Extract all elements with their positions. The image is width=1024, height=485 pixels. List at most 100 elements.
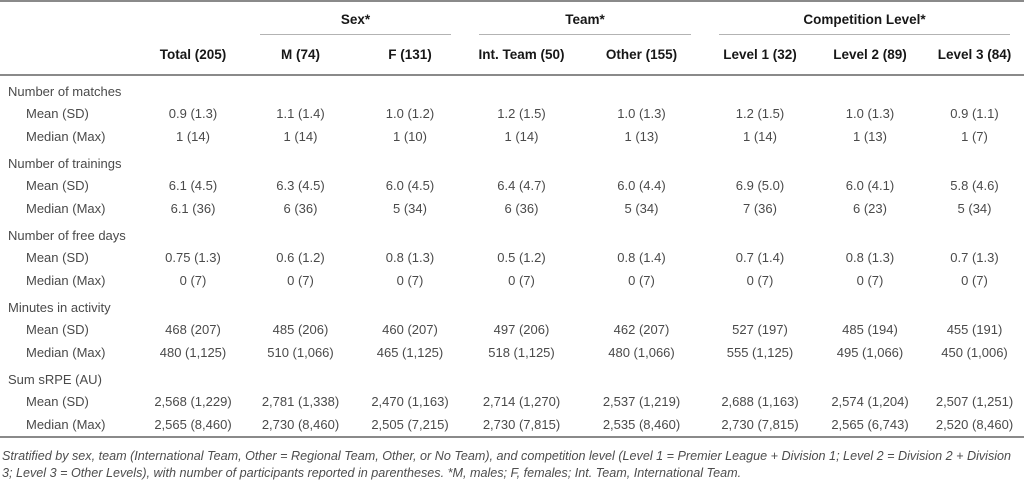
row-label: Mean (SD) xyxy=(26,106,89,121)
value-cell: 6.4 (4.7) xyxy=(497,178,546,193)
value-cell: 6 (23) xyxy=(853,201,887,216)
row-label: Mean (SD) xyxy=(26,394,89,409)
value-cell: 0.6 (1.2) xyxy=(276,250,325,265)
value-cell: 0.5 (1.2) xyxy=(497,250,546,265)
value-cell: 468 (207) xyxy=(165,322,221,337)
value-cell: 2,505 (7,215) xyxy=(371,417,449,432)
row-label: Median (Max) xyxy=(26,417,106,432)
row-label: Mean (SD) xyxy=(26,322,89,337)
value-cell: 7 (36) xyxy=(743,201,777,216)
value-cell: 6.9 (5.0) xyxy=(735,178,785,193)
group-header-spacer xyxy=(0,1,246,35)
table-row: Mean (SD) 0.9 (1.3) 1.1 (1.4) 1.0 (1.2) 1.2 … xyxy=(0,102,1024,125)
value-cell: 527 (197) xyxy=(732,322,788,337)
column-header-level-1: Level 1 (32) xyxy=(705,35,815,76)
value-cell: 1 (14) xyxy=(176,129,210,144)
value-cell: 2,730 (7,815) xyxy=(721,417,799,432)
value-cell: 480 (1,066) xyxy=(608,345,675,360)
section-row: Number of trainings xyxy=(0,148,1024,174)
value-cell: 5.8 (4.6) xyxy=(950,178,999,193)
value-cell: 6.1 (4.5) xyxy=(168,178,218,193)
value-cell: 1 (14) xyxy=(743,129,777,144)
value-cell: 518 (1,125) xyxy=(488,345,555,360)
section-label: Number of matches xyxy=(8,83,122,99)
value-cell: 5 (34) xyxy=(393,201,427,216)
row-label: Median (Max) xyxy=(26,345,106,360)
row-label: Median (Max) xyxy=(26,273,106,288)
value-cell: 0 (7) xyxy=(179,273,207,288)
section-label: Sum sRPE (AU) xyxy=(8,371,102,387)
value-cell: 1.0 (1.3) xyxy=(617,106,666,121)
table-row: Median (Max) 480 (1,125) 510 (1,066) 465 (1… xyxy=(0,341,1024,364)
column-header-spacer xyxy=(0,35,140,76)
value-cell: 0.7 (1.3) xyxy=(950,250,999,265)
value-cell: 2,520 (8,460) xyxy=(935,417,1014,432)
value-cell: 1 (10) xyxy=(393,129,427,144)
value-cell: 497 (206) xyxy=(493,322,550,337)
value-cell: 2,688 (1,163) xyxy=(721,394,799,409)
table-row: Mean (SD) 0.75 (1.3) 0.6 (1.2) 0.8 (1.3) 0.5… xyxy=(0,246,1024,269)
section-row: Number of matches xyxy=(0,75,1024,102)
value-cell: 0.8 (1.3) xyxy=(845,250,895,265)
group-header-competition-level-label: Competition Level* xyxy=(719,12,1011,35)
group-header-row: Sex* Team* Competition Level* xyxy=(0,1,1024,35)
value-cell: 0 (7) xyxy=(746,273,774,288)
row-label: Mean (SD) xyxy=(26,178,89,193)
section-row: Minutes in activity xyxy=(0,292,1024,318)
table-body: Number of matches Mean (SD) 0.9 (1.3) 1.1 (… xyxy=(0,75,1024,437)
value-cell: 450 (1,006) xyxy=(941,345,1008,360)
value-cell: 0 (7) xyxy=(287,273,314,288)
value-cell: 1.2 (1.5) xyxy=(497,106,546,121)
group-header-competition-level: Competition Level* xyxy=(705,1,1024,35)
row-label: Median (Max) xyxy=(26,201,106,216)
value-cell: 1.0 (1.2) xyxy=(385,106,435,121)
column-header-int-team: Int. Team (50) xyxy=(465,35,578,76)
value-cell: 1.0 (1.3) xyxy=(845,106,895,121)
table-row: Median (Max) 2,565 (8,460) 2,730 (8,460) 2,… xyxy=(0,413,1024,437)
value-cell: 2,574 (1,204) xyxy=(831,394,909,409)
value-cell: 2,781 (1,338) xyxy=(261,394,340,409)
value-cell: 1 (14) xyxy=(504,129,539,144)
section-label: Number of free days xyxy=(8,227,126,243)
value-cell: 495 (1,066) xyxy=(836,345,904,360)
value-cell: 2,568 (1,229) xyxy=(154,394,232,409)
value-cell: 5 (34) xyxy=(957,201,992,216)
section-label: Number of trainings xyxy=(8,155,122,171)
value-cell: 1.2 (1.5) xyxy=(735,106,785,121)
table-row: Median (Max) 0 (7) 0 (7) 0 (7) 0 (7) 0 (7) 0 (… xyxy=(0,269,1024,292)
column-header-female: F (131) xyxy=(355,35,465,76)
value-cell: 5 (34) xyxy=(624,201,659,216)
value-cell: 2,535 (8,460) xyxy=(602,417,681,432)
value-cell: 455 (191) xyxy=(946,322,1003,337)
value-cell: 0 (7) xyxy=(396,273,424,288)
value-cell: 1 (7) xyxy=(961,129,988,144)
section-row: Sum sRPE (AU) xyxy=(0,364,1024,390)
column-header-level-2: Level 2 (89) xyxy=(815,35,925,76)
value-cell: 6.1 (36) xyxy=(170,201,216,216)
row-label: Mean (SD) xyxy=(26,250,89,265)
value-cell: 2,565 (8,460) xyxy=(154,417,232,432)
value-cell: 510 (1,066) xyxy=(267,345,334,360)
column-header-row: Total (205) M (74) F (131) Int. Team (50… xyxy=(0,35,1024,76)
section-row: Number of free days xyxy=(0,220,1024,246)
group-header-sex: Sex* xyxy=(246,1,465,35)
value-cell: 1 (13) xyxy=(853,129,887,144)
value-cell: 6.0 (4.4) xyxy=(617,178,666,193)
table-row: Median (Max) 6.1 (36) 6 (36) 5 (34) 6 (36) 5 … xyxy=(0,197,1024,220)
value-cell: 0.75 (1.3) xyxy=(165,250,221,265)
row-label: Median (Max) xyxy=(26,129,106,144)
table-row: Median (Max) 1 (14) 1 (14) 1 (10) 1 (14) 1 (1… xyxy=(0,125,1024,148)
value-cell: 0.9 (1.1) xyxy=(950,106,999,121)
value-cell: 6 (36) xyxy=(283,201,318,216)
value-cell: 1 (13) xyxy=(624,129,659,144)
value-cell: 2,730 (7,815) xyxy=(482,417,561,432)
table-row: Mean (SD) 2,568 (1,229) 2,781 (1,338) 2,470… xyxy=(0,390,1024,413)
column-header-level-3: Level 3 (84) xyxy=(925,35,1024,76)
value-cell: 555 (1,125) xyxy=(726,345,794,360)
value-cell: 0.8 (1.4) xyxy=(617,250,666,265)
column-header-total: Total (205) xyxy=(140,35,246,76)
table-footnote: Stratified by sex, team (International T… xyxy=(2,449,1012,480)
value-cell: 0 (7) xyxy=(961,273,988,288)
value-cell: 465 (1,125) xyxy=(376,345,444,360)
